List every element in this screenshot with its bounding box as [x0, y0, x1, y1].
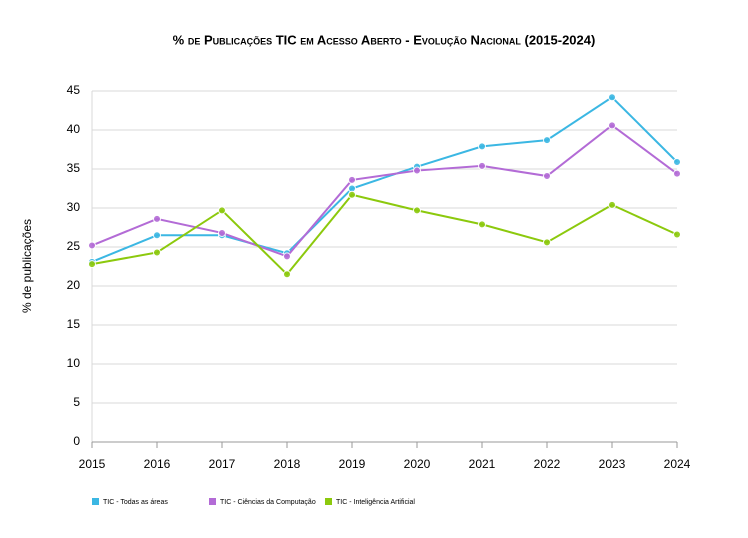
data-point	[218, 228, 226, 237]
data-point	[153, 214, 161, 223]
data-point	[608, 200, 616, 209]
x-tick-label: 2023	[599, 457, 626, 471]
y-tick-label: 40	[67, 122, 81, 136]
legend: TIC - Ciências da Computação	[220, 499, 316, 506]
data-point	[478, 161, 486, 170]
data-point	[673, 230, 681, 239]
legend-swatch	[209, 498, 216, 505]
x-tick-label: 2022	[534, 457, 561, 471]
x-tick-label: 2020	[404, 457, 431, 471]
data-point	[348, 190, 356, 199]
y-tick-label: 35	[67, 161, 81, 175]
data-point	[283, 252, 291, 261]
y-tick-label: 20	[67, 278, 81, 292]
data-point	[413, 206, 421, 215]
data-point	[608, 93, 616, 102]
series-line	[91, 124, 678, 258]
data-point	[543, 238, 551, 247]
data-point	[218, 206, 226, 215]
y-tick-label: 10	[67, 356, 81, 370]
x-tick-label: 2018	[274, 457, 301, 471]
data-point	[478, 220, 486, 229]
x-tick-label: 2019	[339, 457, 366, 471]
x-tick-label: 2016	[144, 457, 171, 471]
legend: TIC - Inteligência Artificial	[336, 499, 415, 506]
y-tick-label: 30	[67, 200, 81, 214]
data-point	[413, 166, 421, 175]
data-point	[348, 175, 356, 184]
series-line	[91, 193, 678, 276]
y-tick-label: 45	[67, 83, 81, 97]
data-point	[543, 136, 551, 145]
legend-swatch	[92, 498, 99, 505]
data-point	[478, 142, 486, 151]
y-tick-label: 0	[73, 434, 80, 448]
x-tick-label: 2017	[209, 457, 236, 471]
x-tick-label: 2021	[469, 457, 496, 471]
data-point	[153, 248, 161, 257]
data-point	[543, 172, 551, 181]
data-point	[153, 231, 161, 240]
y-axis-label: % de publicações	[20, 219, 34, 313]
legend: TIC - Todas as áreas	[103, 499, 168, 506]
chart-title: % de Publicações TIC em Acesso Aberto - …	[173, 32, 596, 47]
y-tick-label: 25	[67, 239, 81, 253]
data-point	[88, 260, 96, 269]
legend-swatch	[325, 498, 332, 505]
y-tick-label: 15	[67, 317, 81, 331]
data-point	[88, 241, 96, 250]
x-tick-label: 2024	[664, 457, 691, 471]
x-tick-label: 2015	[79, 457, 106, 471]
series-line	[91, 95, 678, 263]
data-point	[608, 121, 616, 130]
data-point	[673, 169, 681, 178]
y-tick-label: 5	[73, 395, 80, 409]
data-point	[283, 270, 291, 279]
data-point	[673, 157, 681, 166]
